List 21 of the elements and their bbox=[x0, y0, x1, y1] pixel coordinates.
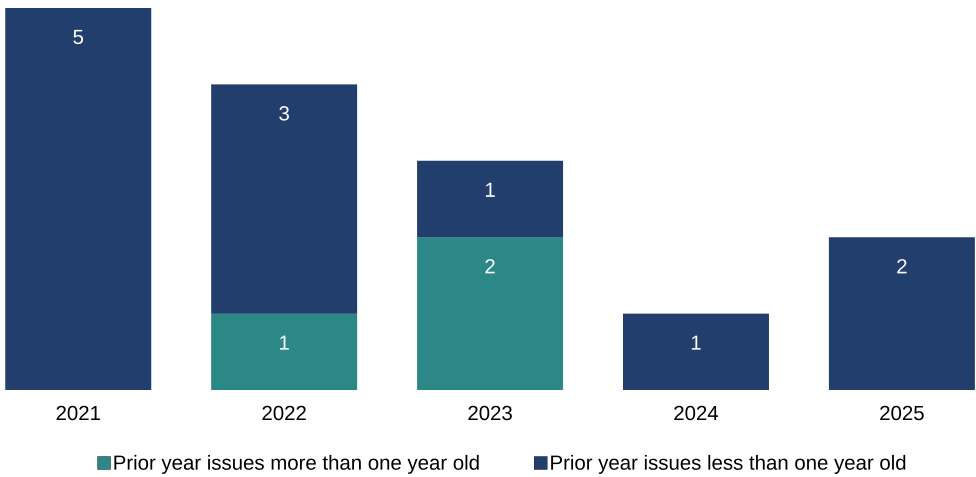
x-tick-label: 2022 bbox=[262, 406, 306, 420]
bar bbox=[211, 84, 358, 314]
x-tick-label: 2021 bbox=[56, 406, 100, 420]
bar bbox=[211, 314, 358, 390]
data-label: 2 bbox=[897, 259, 907, 274]
bar bbox=[417, 160, 564, 238]
bar bbox=[828, 237, 975, 390]
data-label: 3 bbox=[279, 106, 289, 121]
bar bbox=[622, 314, 769, 390]
data-label: 1 bbox=[486, 182, 495, 197]
x-tick-label: 2023 bbox=[468, 406, 512, 420]
data-label: 1 bbox=[692, 336, 701, 350]
legend-label: Prior year issues less than one year old bbox=[551, 454, 906, 474]
x-tick-label: 2025 bbox=[880, 406, 924, 420]
data-label: 5 bbox=[73, 30, 84, 44]
legend-label: Prior year issues more than one year old bbox=[114, 454, 479, 474]
bar bbox=[417, 237, 564, 390]
data-label: 2 bbox=[485, 259, 495, 274]
bar bbox=[5, 8, 152, 390]
data-label: 1 bbox=[280, 336, 289, 350]
x-tick-label: 2024 bbox=[674, 406, 718, 420]
